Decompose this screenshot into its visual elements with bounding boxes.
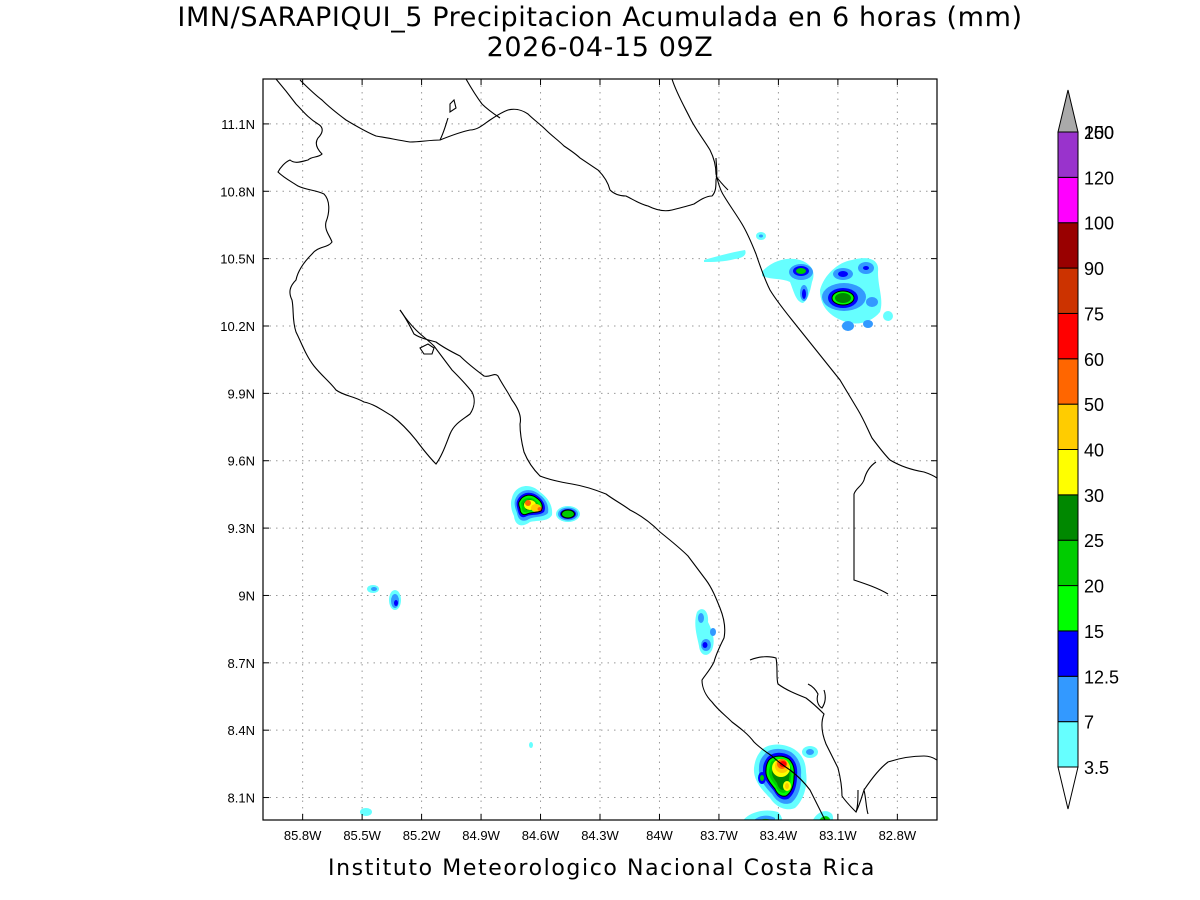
colorbar-swatch [1057,449,1079,496]
colorbar-label: 3.5 [1084,758,1109,778]
precip-contour-lines [518,290,855,797]
colorbar-label: 150 [1084,123,1114,143]
border-nicaragua [439,108,729,212]
colorbar-label: 15 [1084,622,1104,642]
colorbar-top-arrow [1057,89,1079,133]
colorbar-label: 25 [1084,531,1104,551]
coastline-golfo-dulce [807,683,826,709]
lon-tick-label: 82.8W [879,828,917,843]
coastline-north-shore [465,79,501,119]
lon-tick-label: 85.2W [403,828,441,843]
colorbar-swatch [1057,721,1079,768]
lat-tick-label: 9.6N [228,454,255,469]
precip-cell-southern [743,744,834,820]
lon-tick-label: 83.4W [760,828,798,843]
coastline-and-borders [275,79,937,820]
colorbar-swatch [1057,222,1079,269]
lon-tick-label: 83.1W [819,828,857,843]
lat-tick-label: 10.8N [220,184,255,199]
colorbar-label: 7 [1084,713,1094,733]
colorbar-label: 40 [1084,441,1104,461]
lon-tick-label: 83.7W [700,828,738,843]
colorbar-swatch [1057,539,1079,587]
colorbar-label: 60 [1084,350,1104,370]
lon-tick-label: 85.8W [284,828,322,843]
lon-tick-label: 84.6W [522,828,560,843]
colorbar-label: 30 [1084,486,1104,506]
lat-tick-label: 8.7N [228,656,255,671]
colorbar-swatch [1057,358,1079,405]
lat-tick-label: 11.1N [221,117,255,132]
coastline-osa-peninsula [749,656,859,814]
colorbar-label: 12.5 [1084,667,1119,687]
map-grid [263,79,937,820]
colorbar-label: 75 [1084,304,1104,324]
island-small-lake [449,98,457,114]
colorbar-swatch [1057,585,1079,632]
map-axes: 85.8W 85.5W 85.2W 84.9W 84.6W 84.3W 84W 83.7W 83… [220,79,937,843]
lon-tick-label: 84.9W [462,828,500,843]
map-title: IMN/SARAPIQUI_5 Precipitacion Acumulada … [177,2,1023,33]
precip-cell-central-pacific [510,486,553,526]
colorbar-label: 120 [1084,168,1114,188]
colorbar-label: 100 [1084,214,1114,234]
colorbar-label: 200 [1084,123,1114,143]
island-chira [419,343,435,355]
colorbar-swatch [1057,403,1079,450]
colorbar-swatch [1057,630,1079,677]
precip-cell-central-east [556,506,580,522]
colorbar-label: 50 [1084,395,1104,415]
lat-tick-label: 10.2N [220,319,255,334]
coastline-caribbean [671,79,937,479]
colorbar-swatch [1057,675,1079,723]
lat-tick-label: 8.1N [228,791,255,806]
precip-cell-osa [695,609,716,655]
coastline-nicoya-gulf [399,309,826,820]
colorbar-label: 90 [1084,259,1104,279]
colorbar-swatch [1057,494,1079,541]
colorbar-swatch [1057,267,1079,314]
border-panama [855,755,937,815]
colorbar-swatch [1057,176,1079,224]
lat-tick-label: 9.9N [228,386,255,401]
lat-tick-label: 8.4N [228,723,255,738]
map-subtitle-datetime: 2026-04-15 09Z [486,32,714,63]
precip-cell-nicoya [360,585,533,816]
lon-tick-label: 84W [646,828,673,843]
lat-tick-label: 9N [238,588,255,603]
precip-cell-caribbean [704,232,893,331]
lon-tick-label: 85.5W [343,828,381,843]
precipitation-shading [360,232,893,820]
footer-credit: Instituto Meteorologico Nacional Costa R… [328,856,876,881]
lon-tick-label: 84.3W [581,828,619,843]
lat-tick-label: 9.3N [228,521,255,536]
lat-tick-label: 10.5N [220,252,255,267]
coastline-east-ridge [853,461,889,595]
colorbar-swatch [1057,312,1079,360]
coastline-lake-nicaragua [299,79,449,143]
colorbar-bottom-arrow [1057,766,1079,810]
coastline-north-nicaragua [275,79,475,465]
colorbar-label: 20 [1084,577,1104,597]
colorbar-swatch [1057,131,1079,178]
